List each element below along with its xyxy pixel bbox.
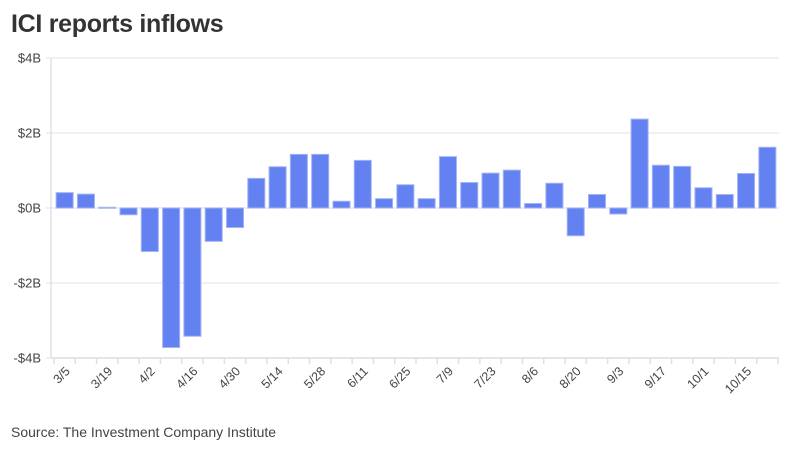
bar-7-9 xyxy=(438,156,457,209)
x-tick-label: 6/25 xyxy=(386,364,413,391)
bar-6-4 xyxy=(332,200,351,209)
bar-5-14 xyxy=(268,166,287,209)
bar-5-21 xyxy=(289,153,308,209)
x-tick-label: 6/11 xyxy=(344,364,370,390)
bar-9-3 xyxy=(609,207,628,215)
x-tick-label: 3/19 xyxy=(88,364,115,391)
bar-9-24 xyxy=(673,165,692,209)
x-tick-label: 9/17 xyxy=(642,364,669,391)
x-axis: 3/5 3/19 4/2 4/16 4/30 5/14 5/28 6/11 6/25 7/9 7/2… xyxy=(51,357,779,396)
bar-10-1 xyxy=(694,187,713,209)
bars xyxy=(55,118,777,348)
bar-3-19 xyxy=(98,206,117,209)
y-tick-label: $2B xyxy=(18,126,41,141)
chart-title: ICI reports inflows xyxy=(11,10,224,38)
x-tick-label: 8/20 xyxy=(557,364,584,391)
bar-6-11 xyxy=(353,159,372,209)
bar-7-23 xyxy=(481,172,500,209)
bar-5-28 xyxy=(311,153,330,209)
x-tick-label: 4/30 xyxy=(216,364,243,391)
bar-4-9 xyxy=(162,207,181,348)
x-tick-label: 3/5 xyxy=(51,364,73,386)
y-tick-label: $0B xyxy=(18,201,41,216)
y-tick-label: $4B xyxy=(18,51,41,66)
bar-6-25 xyxy=(396,184,415,209)
y-axis: $4B $2B $0B -$2B -$4B xyxy=(14,51,52,366)
bar-6-18 xyxy=(375,198,394,209)
x-tick-label: 8/6 xyxy=(519,364,541,386)
y-tick-label: -$4B xyxy=(14,351,41,366)
bar-7-16 xyxy=(460,182,479,209)
x-tick-label: 10/1 xyxy=(684,364,711,391)
bar-4-16 xyxy=(183,207,202,337)
x-tick-label: 9/3 xyxy=(604,364,626,386)
bar-9-17 xyxy=(651,164,670,209)
bar-8-13 xyxy=(545,182,564,209)
x-tick-label: 7/23 xyxy=(472,364,499,391)
bar-3-12 xyxy=(76,193,95,209)
bar-4-30 xyxy=(225,207,245,228)
bar-3-26 xyxy=(119,207,138,216)
x-tick-label: 4/2 xyxy=(136,364,158,386)
bar-4-23 xyxy=(204,207,223,242)
bar-9-10 xyxy=(630,118,649,209)
x-tick-label: 5/14 xyxy=(259,364,286,391)
source-note: Source: The Investment Company Institute xyxy=(11,424,277,440)
x-tick-label: 4/16 xyxy=(173,364,200,391)
x-tick-label: 5/28 xyxy=(301,364,328,391)
bar-7-30 xyxy=(502,169,521,209)
bar-8-20 xyxy=(566,207,585,237)
x-tick-label: 10/15 xyxy=(722,364,754,396)
y-tick-label: -$2B xyxy=(14,276,41,291)
x-tick-label: 7/9 xyxy=(434,364,456,386)
bar-8-6 xyxy=(524,203,543,209)
bar-7-2 xyxy=(417,198,436,209)
bar-10-8 xyxy=(715,194,734,209)
bar-10-15 xyxy=(737,173,756,209)
bar-10-22 xyxy=(758,146,777,209)
bar-8-27 xyxy=(587,194,607,209)
bar-3-5 xyxy=(55,192,74,209)
bar-4-2 xyxy=(140,207,159,252)
bar-5-7 xyxy=(247,177,266,209)
